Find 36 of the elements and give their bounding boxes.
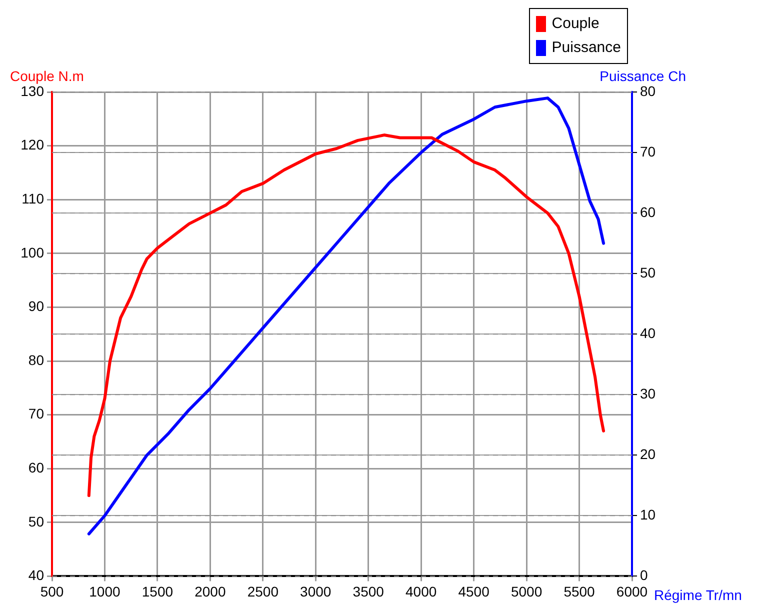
- y2-tick-label: 80: [640, 82, 656, 99]
- y-tick-label: 100: [20, 244, 44, 260]
- x-tick-label: 500: [40, 583, 64, 600]
- y-tick-label: 40: [28, 567, 44, 584]
- x-tick-label: 6000: [616, 583, 648, 600]
- x-tick-label: 2000: [194, 583, 226, 600]
- y2-tick-label: 70: [640, 143, 656, 160]
- x-tick-label: 1000: [89, 583, 121, 600]
- x-tick-label: 1500: [142, 583, 174, 600]
- y2-tick-label: 40: [640, 324, 656, 341]
- y2-tick-label: 60: [640, 204, 656, 220]
- legend-label: Puissance: [552, 38, 621, 58]
- y-tick-label: 120: [20, 136, 44, 153]
- x-tick-label: 5000: [510, 583, 542, 600]
- y-tick-label: 90: [28, 298, 44, 314]
- x-tick-label: 2500: [247, 583, 279, 600]
- y2-tick-label: 30: [640, 385, 656, 402]
- y-axis-title: Couple N.m: [10, 68, 84, 84]
- y-tick-label: 50: [28, 513, 44, 530]
- y2-axis-title: Puissance Ch: [600, 68, 686, 84]
- y-tick-label: 80: [28, 352, 44, 368]
- x-tick-label: 4000: [406, 583, 437, 600]
- x-tick-label: 4500: [458, 583, 490, 600]
- y2-tick-label: 20: [640, 446, 656, 462]
- x-axis-title: Régime Tr/mn: [654, 587, 742, 604]
- legend-label: Couple: [552, 14, 600, 34]
- y2-tick-label: 50: [640, 264, 656, 280]
- y2-tick-label: 10: [640, 506, 656, 523]
- x-tick-label: 3000: [300, 583, 332, 600]
- y-tick-label: 110: [22, 190, 44, 206]
- y-tick-label: 130: [20, 82, 44, 99]
- y2-tick-label: 0: [640, 567, 648, 584]
- x-tick-label: 5500: [564, 583, 596, 600]
- y-tick-label: 70: [28, 406, 44, 422]
- y-tick-label: 60: [28, 459, 44, 476]
- x-tick-label: 3500: [352, 583, 384, 600]
